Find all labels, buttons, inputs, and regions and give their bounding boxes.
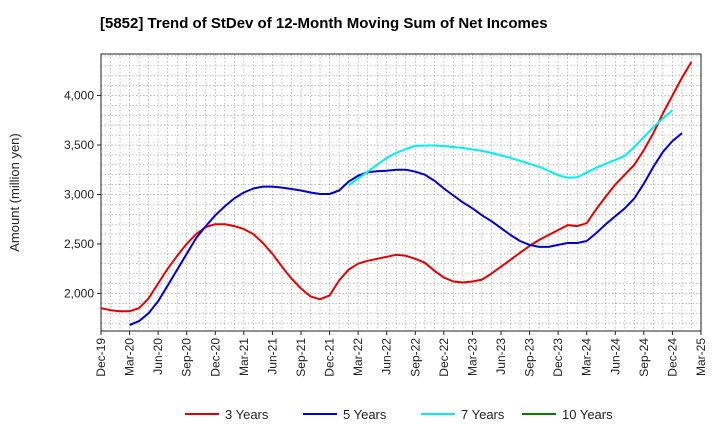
x-tick-label: Jun-22 [380, 338, 394, 375]
x-tick-label: Jun-23 [494, 338, 508, 375]
x-tick-label: Dec-19 [94, 338, 108, 377]
plot-area [100, 53, 702, 332]
series-line-3-years [100, 61, 693, 313]
series-lines [100, 61, 693, 327]
x-tick-label: Dec-23 [551, 338, 565, 377]
series-line-5-years [129, 132, 683, 327]
x-tick-label: Jun-20 [151, 338, 165, 375]
x-tick-label: Jun-21 [265, 338, 279, 375]
y-tick-label: 2,500 [64, 237, 94, 251]
x-tick-label: Mar-25 [694, 338, 708, 376]
legend-label: 3 Years [225, 407, 269, 422]
x-tick-label: Sep-21 [294, 338, 308, 377]
legend-label: 5 Years [343, 407, 387, 422]
x-tick-label: Sep-22 [408, 338, 422, 377]
y-tick-label: 4,000 [64, 89, 94, 103]
x-axis: Dec-19 Mar-20 Jun-20 Sep-20 Dec-20 Mar-21 Jun-… [94, 331, 708, 377]
legend: 3 Years 5 Years 7 Years 10 Years [185, 407, 613, 422]
x-tick-label: Mar-24 [580, 338, 594, 376]
y-tick-label: 3,500 [64, 138, 94, 152]
grid [101, 54, 701, 331]
x-tick-label: Mar-23 [465, 338, 479, 376]
y-tick-label: 3,000 [64, 187, 94, 201]
x-tick-label: Dec-22 [437, 338, 451, 377]
x-tick-label: Sep-24 [637, 338, 651, 377]
x-tick-label: Dec-20 [208, 338, 222, 377]
x-tick-label: Mar-20 [123, 338, 137, 376]
x-tick-label: Mar-21 [237, 338, 251, 376]
x-tick-label: Jun-24 [608, 338, 622, 375]
legend-label: 10 Years [562, 407, 613, 422]
y-tick-label: 2,000 [64, 286, 94, 300]
legend-label: 7 Years [461, 407, 505, 422]
series-line-7-years [348, 109, 674, 187]
y-axis-label: Amount (million yen) [7, 133, 22, 252]
x-tick-label: Sep-20 [180, 338, 194, 377]
x-tick-label: Mar-22 [351, 338, 365, 376]
chart-title: [5852] Trend of StDev of 12-Month Moving… [100, 15, 548, 32]
x-tick-label: Dec-24 [665, 338, 679, 377]
x-tick-label: Sep-23 [523, 338, 537, 377]
x-tick-label: Dec-21 [323, 338, 337, 377]
y-axis: 2,000 2,500 3,000 3,500 4,000 [64, 89, 101, 300]
